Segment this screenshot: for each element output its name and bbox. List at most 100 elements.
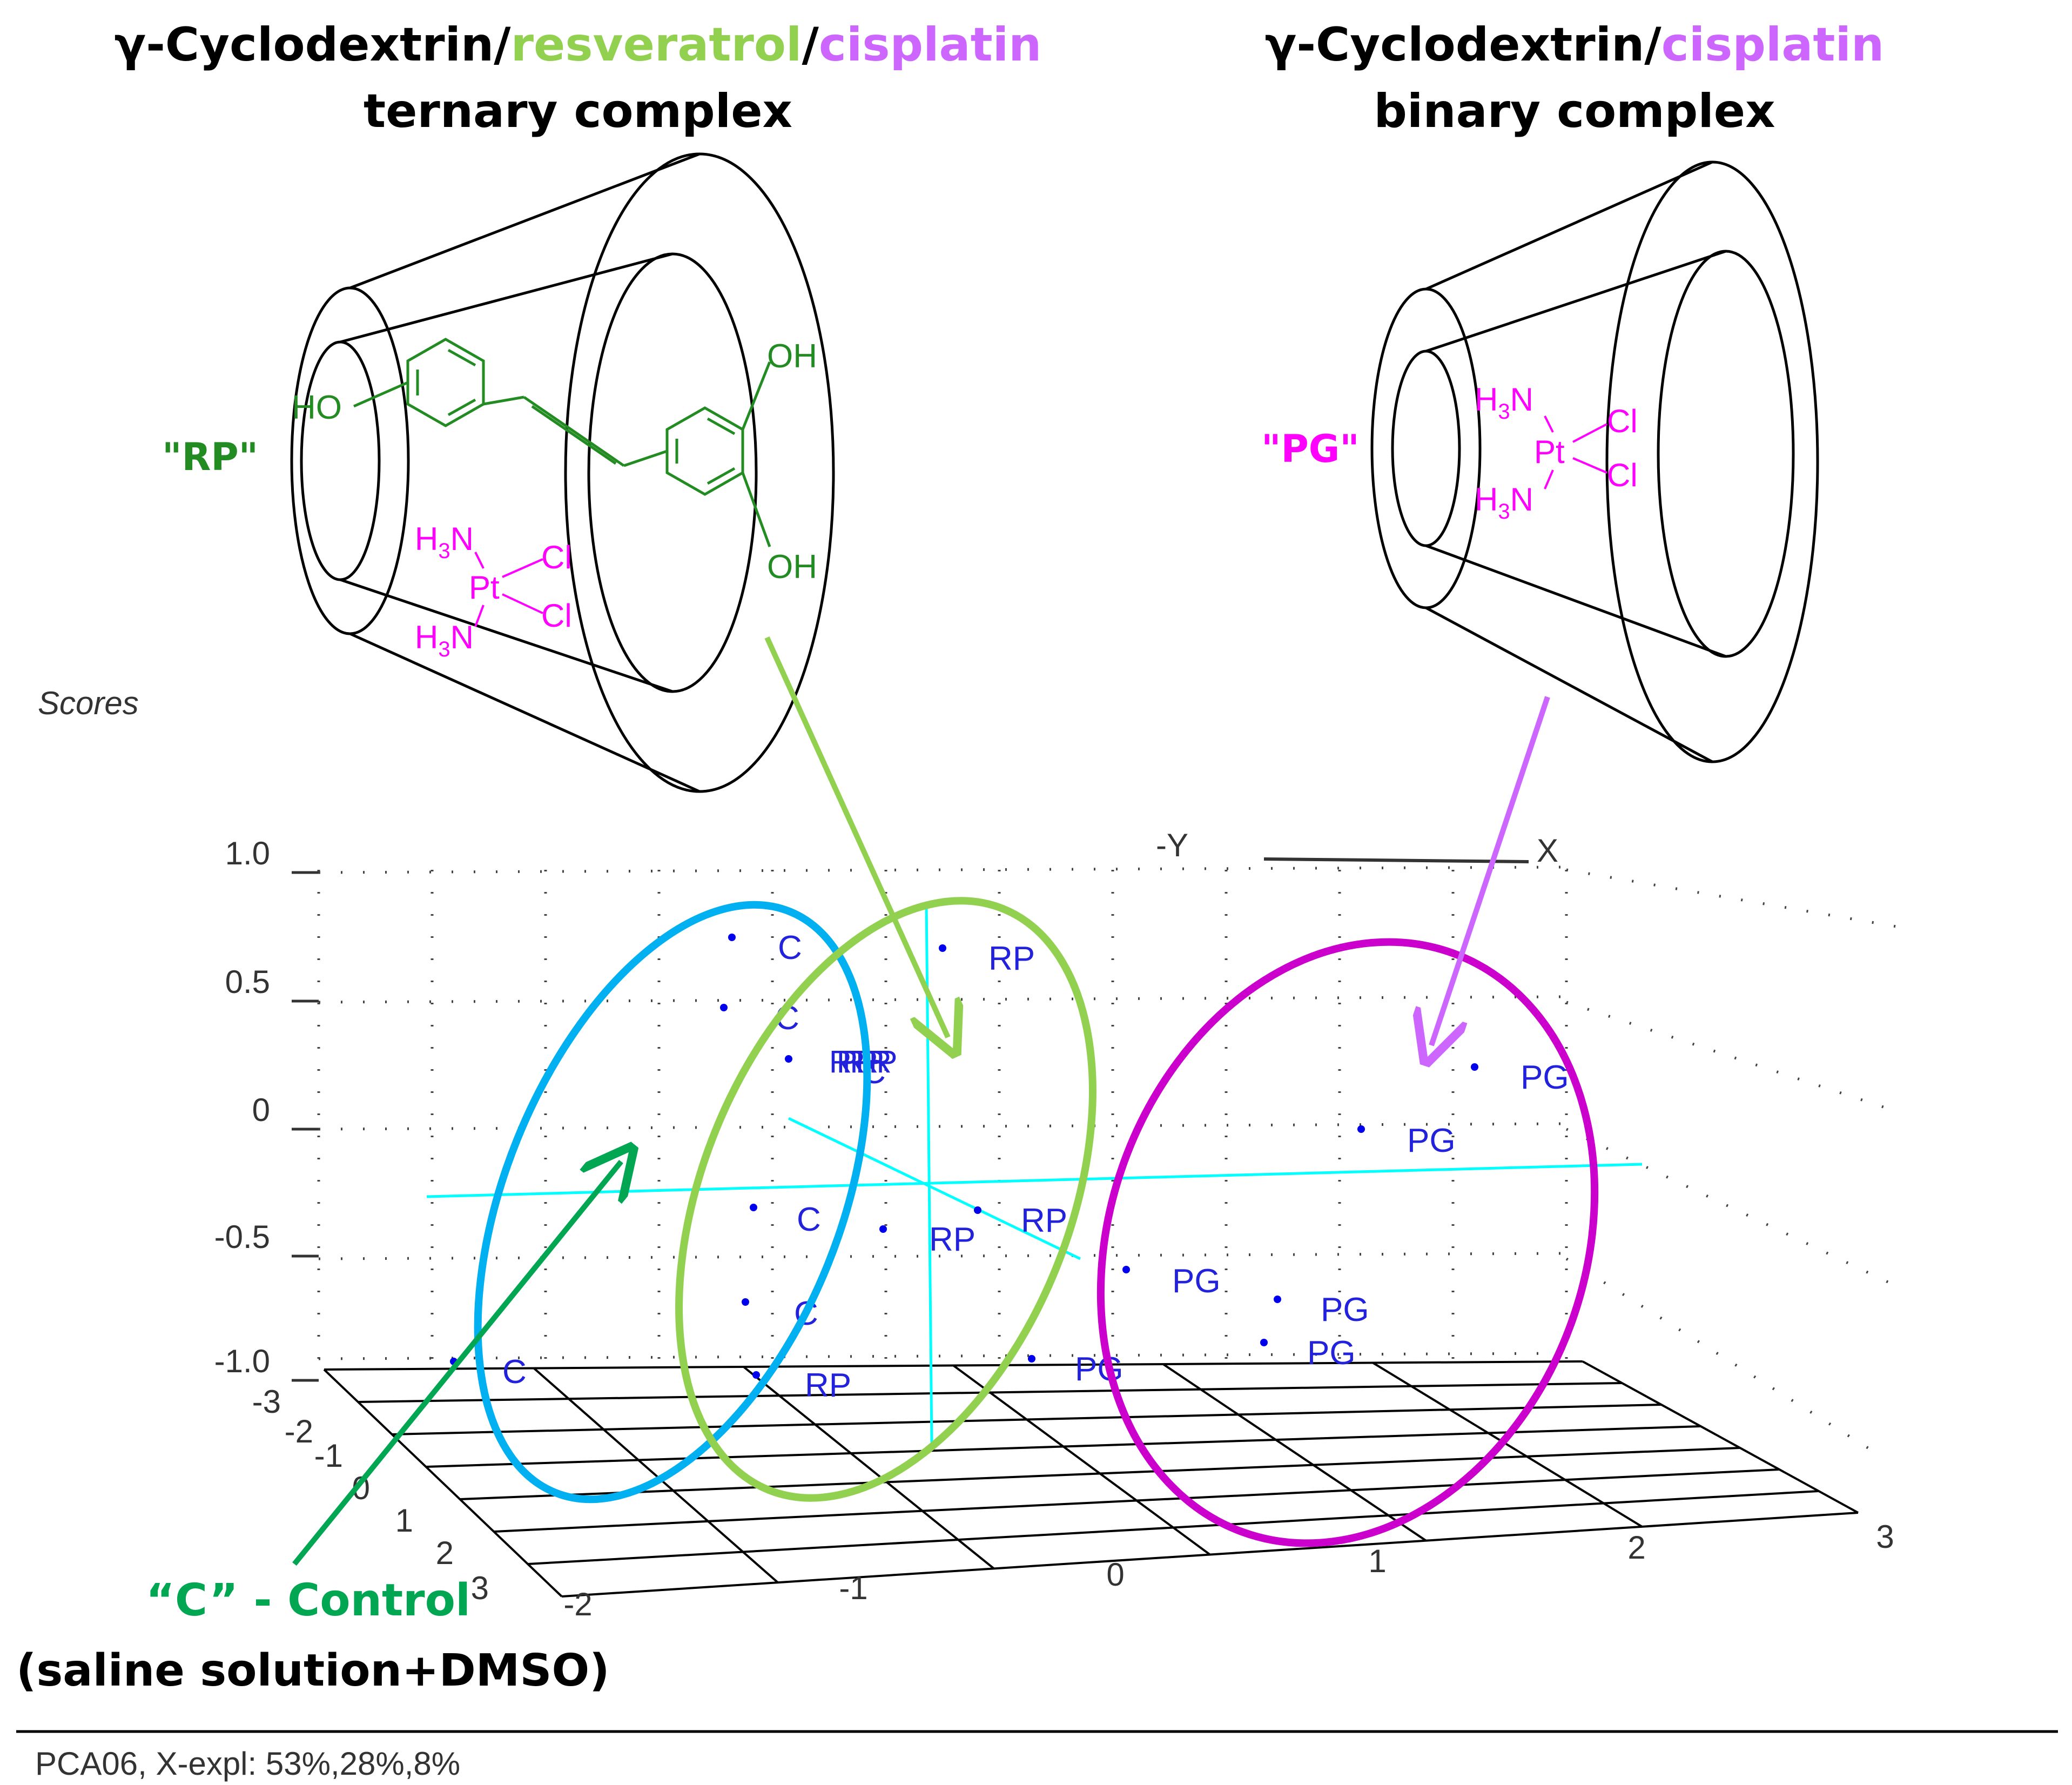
floor-grid-line — [1582, 1360, 1859, 1514]
ternary-title-cisplatin: cisplatin — [819, 18, 1042, 72]
cone-narrow-rim-inner — [300, 340, 381, 581]
score-point-pg — [1471, 1063, 1478, 1071]
score-point-pg — [1028, 1355, 1035, 1363]
score-point-label: C — [797, 1201, 821, 1238]
ring1-inner-bond-b — [447, 348, 476, 367]
ternary-title: γ-Cyclodextrin/resveratrol/cisplatin ter… — [115, 18, 1042, 138]
vinyl-bond-2 — [623, 449, 668, 467]
ho-label: HO — [292, 389, 342, 426]
cl-bottom-label: Cl — [541, 598, 572, 634]
score-point-label: RP — [805, 1367, 851, 1404]
z-tick-label: -1.0 — [214, 1343, 270, 1379]
floor-grid-line — [1372, 1361, 1643, 1528]
score-point-c — [720, 1004, 728, 1011]
h3n-bottom-label: H3N — [415, 619, 474, 661]
binary-cone-narrow-rim-inner — [1391, 350, 1461, 547]
z-tick-label: 1.0 — [225, 835, 270, 871]
scores-title: Scores — [38, 685, 139, 721]
ring2-inner-bond-c — [707, 467, 736, 485]
score-point-label: C — [502, 1353, 527, 1391]
cone-inner-bottom-edge — [340, 578, 673, 693]
ternary-title-line1: γ-Cyclodextrin/resveratrol/cisplatin — [115, 18, 1042, 72]
x-tick-label: -2 — [563, 1586, 592, 1622]
score-point-pg — [1357, 1125, 1365, 1133]
control-label: “C” - Control — [146, 1575, 470, 1626]
resveratrol-labels: OH OH HO — [292, 338, 817, 586]
cone-wide-rim-inner — [587, 252, 758, 693]
score-point-c — [750, 1204, 757, 1211]
score-point-label: PG — [1521, 1059, 1569, 1096]
pt-cl-bond-bottom — [502, 593, 543, 614]
pt-cl-bond-top — [502, 558, 543, 578]
binary-pt-cl-bond-top — [1572, 423, 1607, 443]
x-axis-ticks: -2 -1 0 1 2 3 — [563, 1519, 1894, 1622]
y-tick-label: 1 — [395, 1502, 413, 1539]
z-tick-label: 0.5 — [225, 964, 270, 1000]
z-tick-label: -0.5 — [214, 1219, 270, 1255]
side-wall-dotted-line — [1566, 1001, 1902, 1115]
binary-title-cisplatin: cisplatin — [1661, 18, 1885, 72]
x-axis-label: X — [1537, 833, 1558, 869]
binary-pt-n-bond-bottom — [1544, 469, 1554, 489]
oh-top-label: OH — [767, 338, 817, 375]
back-wall-dotted-line — [318, 865, 1567, 874]
binary-cl-bottom-label: Cl — [1607, 457, 1638, 493]
floor-grid-line — [952, 1364, 1211, 1556]
ho-bond — [353, 381, 409, 408]
arrow-to-pg-cluster — [1431, 696, 1550, 1045]
neg-y-axis-label: -Y — [1156, 827, 1188, 863]
binary-cone-inner-top-edge — [1425, 250, 1726, 353]
pt-n-bond-top — [474, 552, 485, 569]
oh-top-bond — [741, 361, 771, 430]
binary-title-line2: binary complex — [1374, 84, 1775, 138]
binary-cone-top-edge — [1425, 160, 1713, 291]
cone-top-edge — [349, 152, 700, 290]
cl-top-label: Cl — [541, 539, 572, 575]
resveratrol-structure — [353, 338, 771, 547]
floor-grid-line — [743, 1366, 995, 1569]
control-sublabel: (saline solution+DMSO) — [16, 1645, 610, 1696]
y-tick-label: 3 — [471, 1570, 489, 1606]
score-point-rp — [974, 1206, 981, 1214]
arrow-to-control-cluster — [292, 1162, 621, 1566]
binary-cisplatin-structure: H3N Pt Cl Cl H3N — [1475, 381, 1638, 524]
side-wall-dotted-line — [1566, 868, 1913, 931]
oh-bottom-bond — [741, 472, 771, 547]
score-point-label: PG — [1172, 1263, 1221, 1300]
floor-grid-line — [533, 1367, 779, 1583]
side-wall-dotted-line — [1565, 1128, 1897, 1287]
ternary-cyclodextrin-cone — [290, 152, 835, 793]
binary-cone-wide-rim-outer — [1605, 160, 1819, 763]
score-point-label: RP — [929, 1221, 976, 1258]
ring2-inner-bond-a — [707, 417, 736, 435]
pg-cluster-ellipse — [1096, 938, 1599, 1547]
pt-label: Pt — [469, 569, 500, 606]
x-tick-label: 0 — [1106, 1556, 1124, 1593]
pg-label: "PG" — [1261, 427, 1360, 471]
binary-cone-bottom-edge — [1425, 606, 1713, 763]
score-point-pg — [1122, 1266, 1130, 1273]
rp-label: "RP" — [162, 435, 258, 479]
binary-pt-n-bond-top — [1544, 415, 1554, 433]
score-point-label: RP — [988, 940, 1035, 977]
footer-caption: PCA06, X-expl: 53%,28%,8% — [35, 1746, 460, 1782]
score-point-label: PG — [1321, 1291, 1369, 1328]
score-point-c — [728, 934, 736, 941]
binary-h3n-bottom-label: H3N — [1475, 481, 1533, 524]
score-point-rp — [939, 944, 946, 952]
score-point-pg — [1260, 1339, 1268, 1346]
ternary-title-line2: ternary complex — [364, 84, 792, 138]
y-tick-label: -2 — [285, 1413, 313, 1450]
pca-3d-grid — [317, 857, 1913, 1598]
x-tick-label: 2 — [1627, 1529, 1645, 1566]
score-point-label: C — [778, 929, 802, 967]
ternary-title-slash: / — [802, 18, 819, 72]
floor-grid-line — [1162, 1363, 1427, 1542]
vinyl-double-1 — [523, 395, 625, 467]
binary-title-cyclodextrin: γ-Cyclodextrin/ — [1265, 18, 1662, 72]
back-wall-dotted-line — [318, 995, 1567, 1004]
binary-title-line1: γ-Cyclodextrin/cisplatin — [1265, 18, 1885, 72]
score-point-label: RP — [1021, 1202, 1067, 1239]
